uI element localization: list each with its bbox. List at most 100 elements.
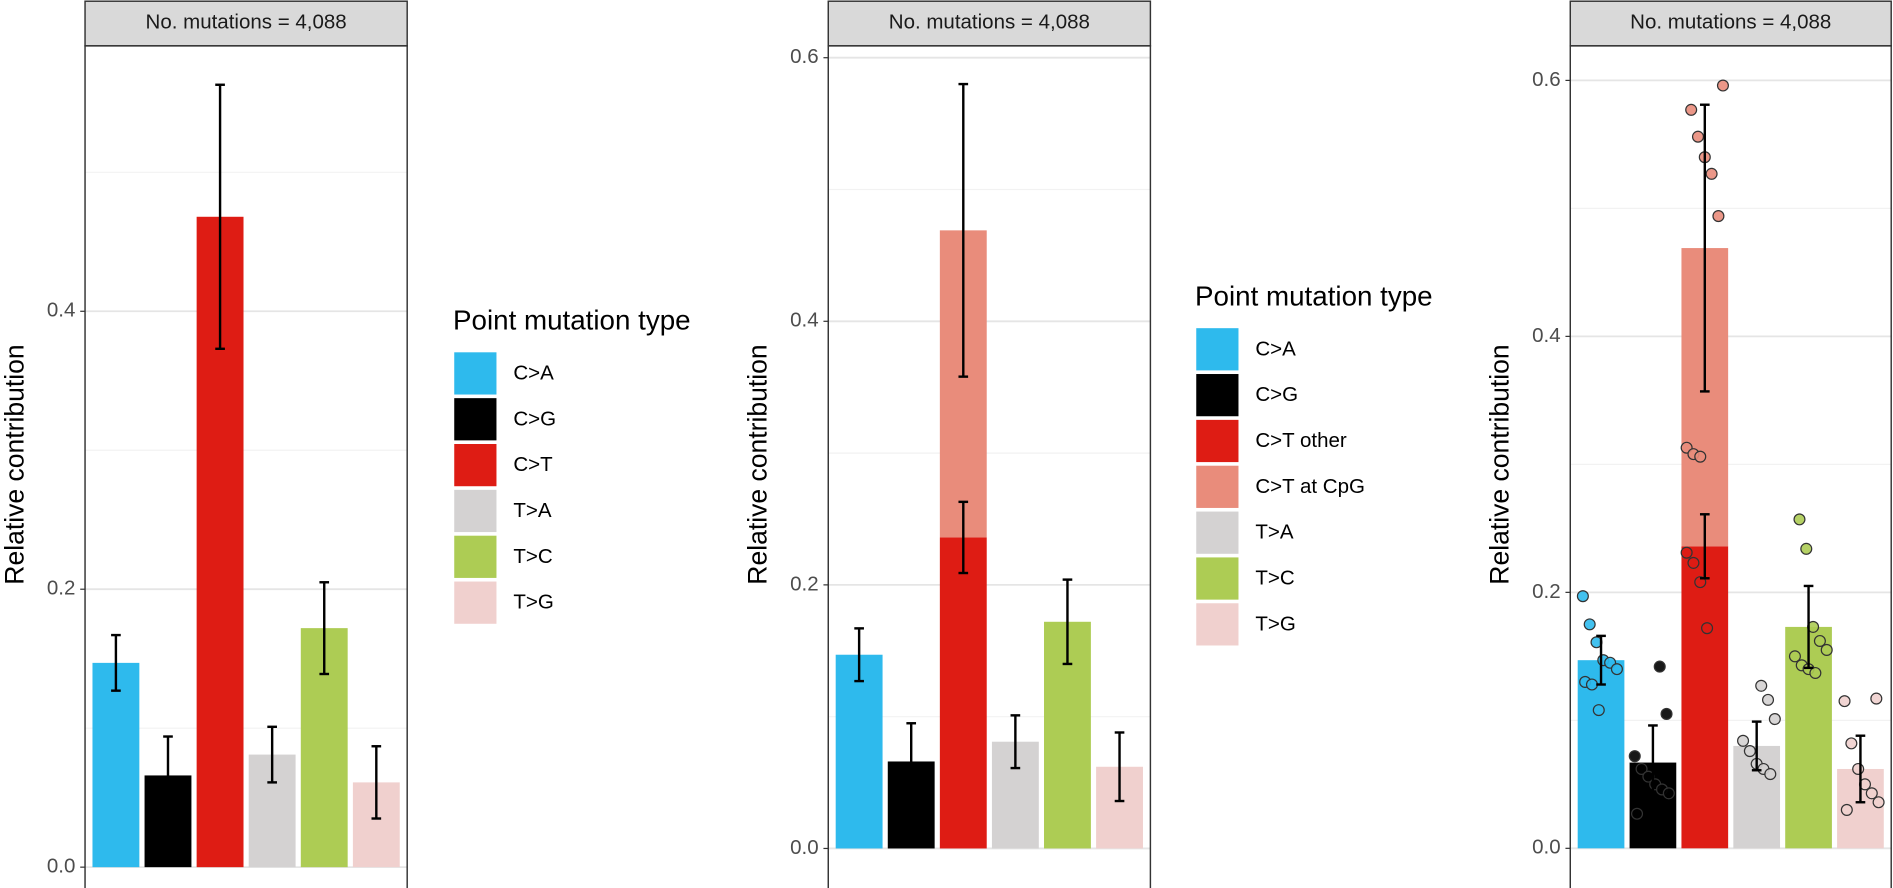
legend-key xyxy=(454,398,497,441)
legend-label: T>A xyxy=(513,499,551,522)
legend-key xyxy=(1196,603,1239,646)
legend-title: Point mutation type xyxy=(453,304,691,335)
sample-point xyxy=(1845,737,1858,750)
sample-point xyxy=(1630,807,1644,820)
sample-point xyxy=(1761,693,1775,706)
y-axis-label: Relative contribution xyxy=(1485,344,1515,584)
legend-key xyxy=(1196,557,1239,600)
sample-point xyxy=(1788,650,1801,663)
legend-label: C>A xyxy=(1255,337,1296,360)
legend-key xyxy=(1196,419,1239,463)
sample-point xyxy=(1838,695,1851,708)
bar xyxy=(835,654,883,849)
sample-point xyxy=(1755,679,1768,692)
legend-label: C>G xyxy=(513,407,556,430)
legend-label: T>C xyxy=(513,545,552,568)
sample-point xyxy=(1865,787,1878,800)
bar xyxy=(1681,546,1729,849)
error-bar xyxy=(958,82,969,378)
bar xyxy=(92,662,140,868)
strip xyxy=(84,0,408,47)
sample-point xyxy=(1576,590,1589,603)
legend-label: T>A xyxy=(1255,521,1293,544)
y-tick-label: 0.2 xyxy=(1532,580,1560,603)
sample-point xyxy=(1764,768,1777,781)
sample-point xyxy=(1610,663,1623,676)
y-tick-label: 0.4 xyxy=(47,299,75,322)
sample-point xyxy=(1687,556,1700,569)
sample-point xyxy=(1712,210,1725,223)
sample-point xyxy=(1813,634,1826,648)
legend-key xyxy=(1196,328,1239,371)
sample-point xyxy=(1701,622,1714,635)
legend-key xyxy=(454,352,497,395)
error-bar xyxy=(1751,720,1762,772)
sample-point xyxy=(1660,707,1673,720)
sample-point xyxy=(1691,130,1705,143)
sample-point xyxy=(1705,167,1718,180)
y-tick-label: 0.6 xyxy=(1532,68,1560,91)
legend-key xyxy=(454,444,497,487)
y-axis-label: Relative contribution xyxy=(0,344,29,584)
error-bar xyxy=(958,500,969,575)
sample-point xyxy=(1592,704,1605,717)
y-tick-label: 0.0 xyxy=(790,836,819,859)
legend-key xyxy=(454,535,497,578)
error-bar xyxy=(1855,734,1866,804)
sample-point xyxy=(1694,450,1707,463)
sample-point xyxy=(1737,734,1750,747)
error-bar xyxy=(319,581,330,676)
error-bar xyxy=(1114,731,1125,803)
y-tick-label: 0.0 xyxy=(1532,836,1560,859)
error-bar xyxy=(1803,584,1814,670)
error-bar xyxy=(1010,714,1021,770)
error-bar xyxy=(906,722,917,801)
sample-point xyxy=(1852,762,1865,776)
sample-point xyxy=(1716,79,1729,92)
y-tick-label: 0.6 xyxy=(790,45,819,68)
sample-point xyxy=(1872,796,1885,809)
panel-border xyxy=(1569,45,1892,888)
y-tick-label: 0.4 xyxy=(1532,324,1560,347)
error-bar xyxy=(163,735,173,816)
legend-label: C>T at CpG xyxy=(1255,475,1365,498)
sample-point xyxy=(1653,660,1666,673)
sample-point xyxy=(1809,666,1822,680)
error-bar xyxy=(854,627,864,683)
sample-point xyxy=(1743,745,1756,758)
sample-point xyxy=(1685,103,1698,116)
sample-point xyxy=(1820,643,1833,656)
sample-point xyxy=(1585,678,1598,691)
legend-label: C>T other xyxy=(1255,429,1347,452)
sample-point xyxy=(1800,542,1813,555)
legend-label: C>G xyxy=(1255,383,1298,406)
legend-key xyxy=(1196,374,1239,417)
legend-label: T>G xyxy=(513,591,553,614)
sample-point xyxy=(1870,692,1883,705)
legend-title: Point mutation type xyxy=(1195,280,1433,311)
y-tick-label: 0.0 xyxy=(47,855,75,878)
error-bar xyxy=(1062,578,1073,666)
panel-border xyxy=(827,45,1152,888)
strip-label: No. mutations = 4,088 xyxy=(889,10,1090,33)
legend-key xyxy=(1196,465,1239,508)
sample-point xyxy=(1793,513,1806,526)
sample-point xyxy=(1662,787,1675,800)
legend-label: C>T xyxy=(513,453,553,476)
y-tick-label: 0.2 xyxy=(47,577,75,600)
strip xyxy=(1569,0,1892,47)
sample-point xyxy=(1680,546,1693,559)
legend-label: T>G xyxy=(1255,612,1295,635)
sample-point xyxy=(1583,618,1596,631)
legend-label: C>A xyxy=(513,361,554,384)
error-bar xyxy=(267,725,277,784)
legend-key xyxy=(454,489,497,533)
legend-key xyxy=(454,581,497,624)
error-bar xyxy=(111,633,121,692)
bar xyxy=(1577,660,1625,849)
y-tick-label: 0.2 xyxy=(790,572,819,595)
error-bar xyxy=(1699,513,1710,580)
strip xyxy=(827,0,1152,47)
sample-point xyxy=(1635,762,1648,776)
